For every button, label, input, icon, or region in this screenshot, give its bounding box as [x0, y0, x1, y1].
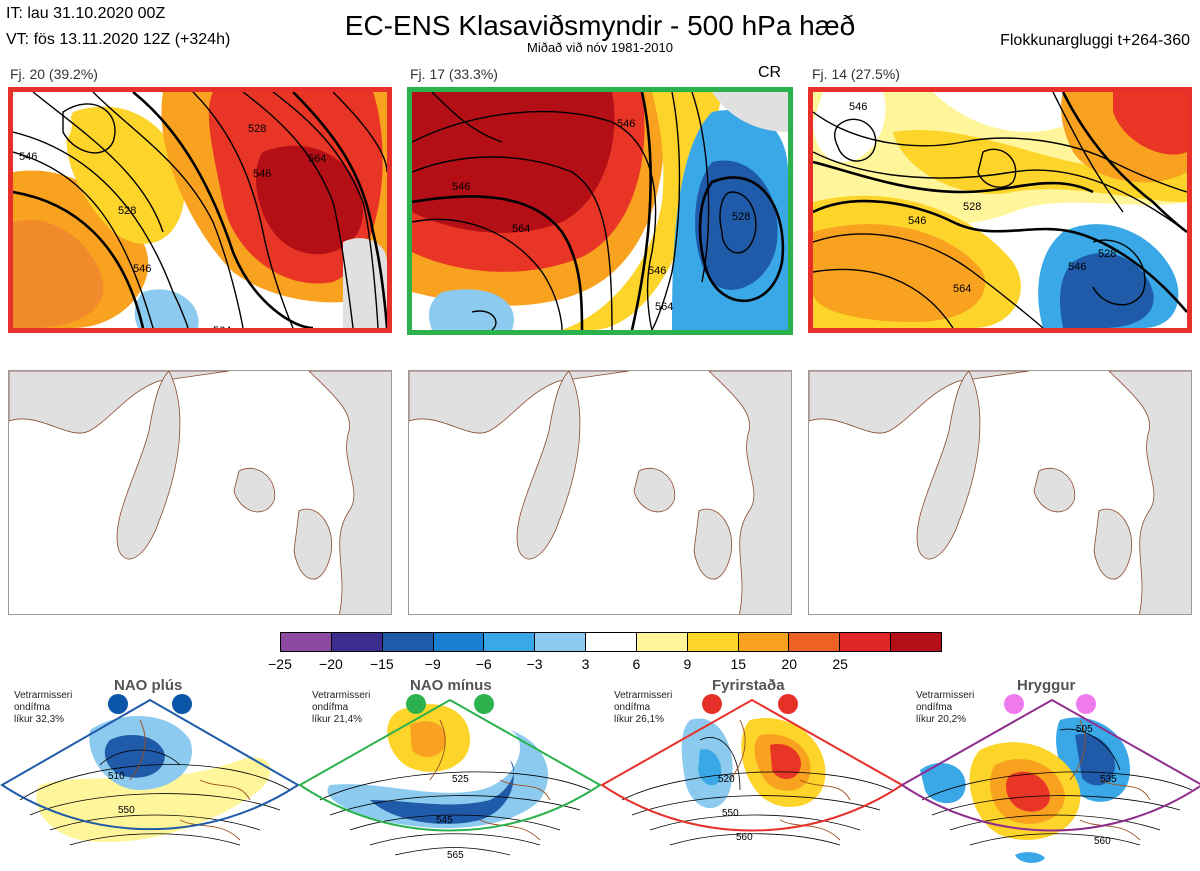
- contour-label: 528: [1098, 248, 1116, 260]
- contour-label: 528: [118, 205, 136, 217]
- cluster-1-label: Fj. 20 (39.2%): [10, 66, 98, 82]
- colorbar-tick-label: 3: [581, 656, 590, 672]
- init-time: IT: lau 31.10.2020 00Z: [6, 5, 166, 22]
- contour-label: 560: [736, 832, 753, 843]
- contour-label: 546: [253, 168, 271, 180]
- colorbar-tick-label: −3: [526, 656, 543, 672]
- colorbar-tick-label: 9: [683, 656, 692, 672]
- contour-label: 546: [648, 265, 666, 277]
- regime-3-desc: Vetrarmisseri ondífma líkur 26,1%: [614, 690, 673, 725]
- colorbar-tick-label: −6: [475, 656, 492, 672]
- colorbar-swatch: [686, 633, 738, 651]
- contour-label: 560: [1094, 836, 1111, 847]
- cluster-1-map[interactable]: 528 546 564 546 528 546 564: [8, 87, 392, 333]
- regime-1-map: 510 550: [0, 694, 300, 846]
- regime-2-title: NAO mínus: [410, 677, 492, 694]
- colorbar-tick-label: 25: [832, 656, 848, 672]
- colorbar-swatch: [635, 633, 687, 651]
- colorbar-swatch: [737, 633, 789, 651]
- contour-label: 565: [447, 850, 464, 861]
- regime-4-map: 505 535 560: [900, 694, 1200, 863]
- cluster-2-map[interactable]: 546 546 564 546 564 528: [407, 87, 793, 335]
- contour-label: 535: [1100, 774, 1117, 785]
- contour-label: 545: [436, 815, 453, 826]
- regime-3-map: 520 550 560: [600, 694, 904, 846]
- contour-label: 546: [452, 181, 470, 193]
- window-label: Flokkunargluggi t+264-360: [1000, 32, 1190, 49]
- contour-label: 546: [849, 101, 867, 113]
- empty-map-1[interactable]: [8, 370, 392, 615]
- contour-label: 564: [655, 301, 673, 313]
- colorbar-swatch: [839, 633, 891, 651]
- valid-time: VT: fös 13.11.2020 12Z (+324h): [6, 31, 231, 48]
- empty-map-3[interactable]: [808, 370, 1192, 615]
- contour-label: 564: [213, 325, 231, 328]
- colorbar-swatch: [788, 633, 840, 651]
- colorbar-swatch: [483, 633, 535, 651]
- cluster-3-label: Fj. 14 (27.5%): [812, 66, 900, 82]
- colorbar: [280, 632, 942, 652]
- cluster-2-label: Fj. 17 (33.3%): [410, 66, 498, 82]
- contour-label: 550: [118, 805, 135, 816]
- colorbar-tick-label: −25: [268, 656, 292, 672]
- page-subtitle: Miðað við nóv 1981-2010: [527, 40, 673, 55]
- cluster-2-badge: CR: [758, 64, 782, 81]
- colorbar-tick-label: −20: [319, 656, 343, 672]
- colorbar-tick-label: 6: [632, 656, 641, 672]
- regime-1-desc: Vetrarmisseri ondífma líkur 32,3%: [14, 690, 73, 725]
- colorbar-swatch: [432, 633, 484, 651]
- contour-label: 546: [19, 151, 37, 163]
- contour-label: 510: [108, 771, 125, 782]
- contour-label: 520: [718, 774, 735, 785]
- contour-label: 546: [1068, 261, 1086, 273]
- regime-2-map: 525 545 565: [298, 694, 602, 861]
- contour-label: 546: [908, 215, 926, 227]
- colorbar-tick-label: 20: [781, 656, 797, 672]
- regime-2-desc: Vetrarmisseri ondífma líkur 21,4%: [312, 690, 371, 725]
- contour-label: 546: [617, 118, 635, 130]
- contour-label: 546: [133, 263, 151, 275]
- regime-1-title: NAO plús: [114, 677, 183, 694]
- contour-label: 505: [1076, 724, 1093, 735]
- page-title: EC-ENS Klasaviðsmyndir - 500 hPa hæð: [344, 10, 856, 41]
- colorbar-tick-label: −9: [424, 656, 441, 672]
- empty-map-2[interactable]: [408, 370, 792, 615]
- regime-3-title: Fyrirstaða: [712, 677, 785, 694]
- colorbar-swatch: [381, 633, 433, 651]
- contour-label: 528: [248, 123, 266, 135]
- contour-label: 528: [963, 201, 981, 213]
- contour-label: 564: [953, 283, 971, 295]
- colorbar-swatch: [534, 633, 586, 651]
- colorbar-tick-label: −15: [369, 656, 394, 672]
- regime-4-desc: Vetrarmisseri ondífma líkur 20,2%: [916, 690, 975, 725]
- colorbar-tick-label: 15: [730, 656, 747, 672]
- contour-label: 525: [452, 774, 469, 785]
- colorbar-swatch: [281, 633, 331, 651]
- contour-label: 528: [732, 211, 750, 223]
- contour-label: 550: [722, 808, 739, 819]
- colorbar-swatch: [330, 633, 382, 651]
- cluster-3-map[interactable]: 546 528 546 564 546 528: [808, 87, 1192, 333]
- colorbar-swatch: [585, 633, 636, 651]
- colorbar-swatch: [890, 633, 941, 651]
- contour-label: 564: [308, 153, 326, 165]
- regime-4-title: Hryggur: [1017, 677, 1076, 694]
- regime-maps: 510 550 525 545 565: [0, 694, 1200, 863]
- contour-label: 564: [512, 223, 530, 235]
